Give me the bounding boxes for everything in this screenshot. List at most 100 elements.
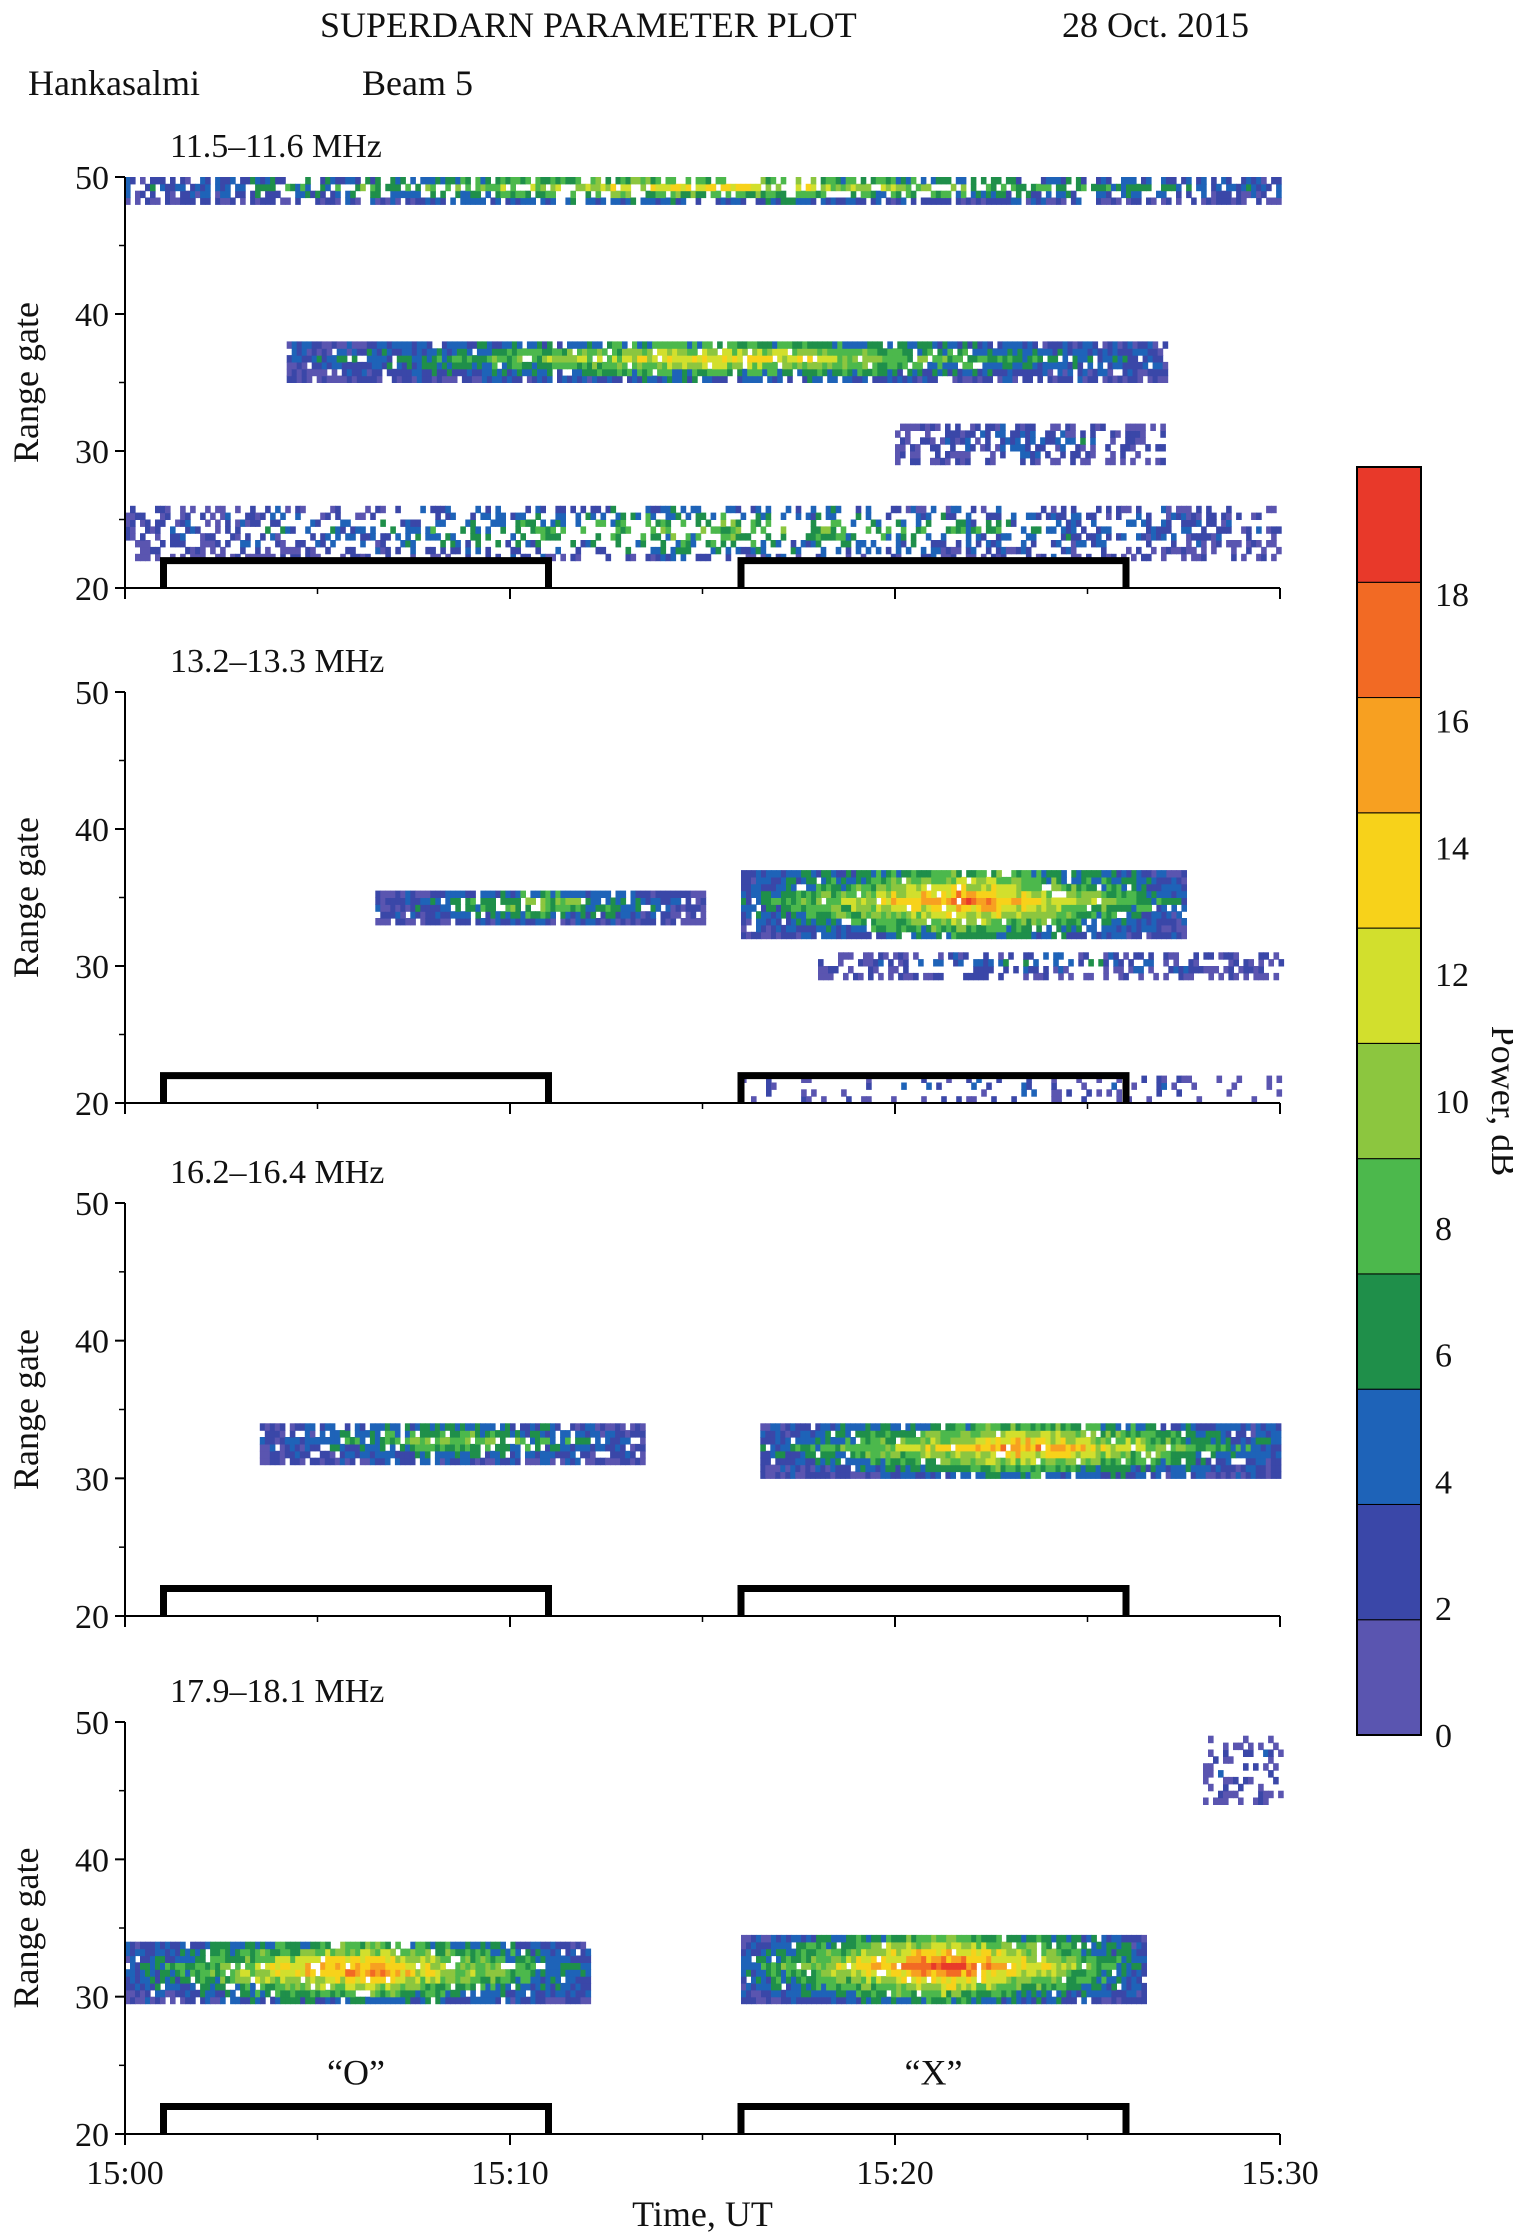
data-cell bbox=[1096, 931, 1102, 940]
data-cell bbox=[1181, 177, 1187, 185]
data-cell bbox=[867, 355, 873, 363]
data-cell bbox=[857, 341, 863, 349]
data-cell bbox=[862, 375, 868, 383]
data-cell bbox=[1071, 918, 1077, 926]
data-cell bbox=[545, 1443, 551, 1452]
data-cell bbox=[1106, 1089, 1112, 1097]
data-cell bbox=[1126, 177, 1132, 185]
data-cell bbox=[981, 931, 987, 940]
data-cell bbox=[1176, 924, 1182, 933]
data-cell bbox=[760, 1464, 766, 1473]
data-cell bbox=[374, 1443, 381, 1452]
data-cell bbox=[1071, 897, 1077, 905]
data-cell bbox=[1047, 361, 1054, 370]
data-cell bbox=[1041, 890, 1047, 898]
data-cell bbox=[1196, 533, 1202, 541]
data-cell bbox=[567, 341, 573, 349]
data-cell bbox=[1010, 1430, 1017, 1438]
data-cell bbox=[1126, 876, 1132, 885]
data-cell bbox=[496, 355, 503, 363]
data-cell bbox=[795, 1423, 801, 1431]
data-cell bbox=[1027, 368, 1033, 377]
data-cell bbox=[445, 911, 451, 919]
data-cell bbox=[947, 355, 953, 363]
data-cell bbox=[970, 1457, 977, 1466]
data-cell bbox=[255, 190, 261, 199]
data-cell bbox=[895, 197, 902, 205]
data-cell bbox=[680, 505, 687, 514]
data-cell bbox=[851, 876, 857, 885]
data-cell bbox=[1055, 444, 1061, 452]
data-cell bbox=[301, 355, 308, 363]
data-cell bbox=[610, 1430, 616, 1438]
data-cell bbox=[1115, 1430, 1122, 1438]
data-cell bbox=[1012, 368, 1018, 377]
data-cell bbox=[351, 341, 358, 349]
data-cell bbox=[875, 1457, 881, 1466]
data-cell bbox=[841, 876, 847, 885]
data-cell bbox=[1043, 972, 1049, 981]
data-cell bbox=[431, 361, 438, 370]
data-cell bbox=[1156, 1082, 1162, 1090]
data-cell bbox=[931, 924, 937, 933]
data-cell bbox=[662, 361, 668, 370]
data-cell bbox=[795, 505, 802, 514]
data-cell bbox=[750, 540, 757, 548]
data-cell bbox=[730, 197, 737, 205]
data-cell bbox=[1101, 897, 1107, 905]
data-cell bbox=[205, 505, 211, 514]
data-cell bbox=[390, 526, 396, 534]
data-cell bbox=[976, 883, 982, 892]
data-cell bbox=[922, 375, 928, 383]
data-cell bbox=[1112, 355, 1119, 363]
data-cell bbox=[825, 1450, 831, 1459]
data-cell bbox=[916, 897, 922, 905]
data-cell bbox=[345, 197, 351, 205]
data-cell bbox=[1031, 870, 1037, 878]
data-cell bbox=[600, 1423, 606, 1431]
data-cell bbox=[795, 512, 802, 520]
data-cell bbox=[567, 361, 573, 370]
data-cell bbox=[465, 540, 471, 548]
data-cell bbox=[810, 505, 817, 514]
data-cell bbox=[836, 883, 842, 892]
data-cell bbox=[911, 890, 917, 898]
data-cell bbox=[511, 368, 518, 377]
data-cell bbox=[1221, 526, 1227, 534]
data-cell bbox=[1040, 505, 1047, 514]
data-cell bbox=[340, 526, 346, 534]
data-cell bbox=[540, 183, 546, 192]
data-cell bbox=[687, 355, 693, 363]
data-cell bbox=[772, 341, 778, 349]
data-cell bbox=[682, 361, 688, 370]
data-cell bbox=[625, 918, 632, 926]
data-cell bbox=[345, 533, 351, 541]
data-cell bbox=[657, 341, 663, 349]
data-cell bbox=[980, 430, 986, 438]
data-cell bbox=[965, 437, 971, 445]
data-cell bbox=[702, 375, 708, 383]
data-cell bbox=[685, 177, 692, 185]
data-cell bbox=[1106, 924, 1112, 933]
data-cell bbox=[935, 540, 942, 548]
data-cell bbox=[545, 1450, 551, 1459]
data-cell bbox=[1266, 1075, 1273, 1083]
data-cell bbox=[1266, 540, 1272, 548]
data-cell bbox=[1147, 355, 1154, 363]
data-cell bbox=[1015, 546, 1022, 555]
data-cell bbox=[725, 533, 732, 541]
data-cell bbox=[1086, 1089, 1092, 1097]
data-cell bbox=[662, 341, 668, 349]
data-cell bbox=[320, 183, 326, 192]
data-cell bbox=[1070, 190, 1077, 199]
data-cell bbox=[1067, 375, 1074, 383]
data-cell bbox=[695, 918, 702, 926]
data-cell bbox=[1070, 1457, 1077, 1466]
data-cell bbox=[930, 540, 937, 548]
data-cell bbox=[765, 1430, 771, 1438]
data-cell bbox=[1196, 512, 1202, 520]
data-cell bbox=[805, 512, 812, 520]
data-cell bbox=[910, 1450, 916, 1459]
data-cell bbox=[785, 1457, 791, 1466]
